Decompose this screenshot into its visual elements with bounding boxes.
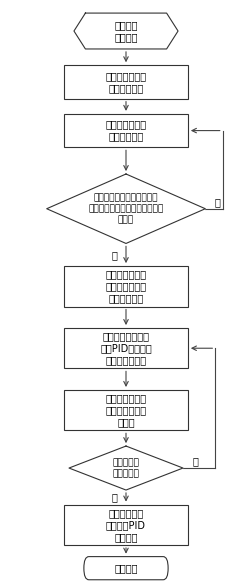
Text: 否: 否 — [215, 197, 221, 207]
FancyBboxPatch shape — [64, 504, 188, 545]
Text: 变速箱电磁阀换
挡杆迅速进入目
标档位: 变速箱电磁阀换 挡杆迅速进入目 标档位 — [105, 393, 147, 427]
Text: 是: 是 — [112, 250, 118, 260]
Text: 整车控制器结
束对电机PID
调速控制: 整车控制器结 束对电机PID 调速控制 — [106, 508, 146, 542]
FancyBboxPatch shape — [64, 390, 188, 430]
Text: 整车控制器检测
司机目标档位: 整车控制器检测 司机目标档位 — [105, 71, 147, 93]
Text: 司机要求
换挡操作: 司机要求 换挡操作 — [114, 20, 138, 42]
Polygon shape — [47, 174, 205, 244]
Text: 整车控制器检测高、低速挡
是否都关闭，以检测变速箱脱离
原档位: 整车控制器检测高、低速挡 是否都关闭，以检测变速箱脱离 原档位 — [88, 194, 164, 224]
FancyBboxPatch shape — [64, 328, 188, 368]
Text: 整车控制器对电机
实施PID调速，使
电机达目标转速: 整车控制器对电机 实施PID调速，使 电机达目标转速 — [100, 331, 152, 365]
Text: 整车控制器采集
变速箱输出端转
速和电机转速: 整车控制器采集 变速箱输出端转 速和电机转速 — [105, 269, 147, 303]
Text: 检测挡位开
关是否闭合: 检测挡位开 关是否闭合 — [113, 458, 139, 478]
Text: 换挡结束: 换挡结束 — [114, 563, 138, 573]
FancyBboxPatch shape — [84, 557, 168, 580]
Text: 变速箱电磁阀控
制换挡推拉杆: 变速箱电磁阀控 制换挡推拉杆 — [105, 120, 147, 142]
FancyBboxPatch shape — [64, 114, 188, 147]
FancyBboxPatch shape — [64, 266, 188, 307]
FancyBboxPatch shape — [64, 65, 188, 99]
Polygon shape — [74, 13, 178, 49]
Text: 否: 否 — [193, 456, 198, 466]
Text: 是: 是 — [112, 492, 118, 503]
Polygon shape — [69, 446, 183, 490]
